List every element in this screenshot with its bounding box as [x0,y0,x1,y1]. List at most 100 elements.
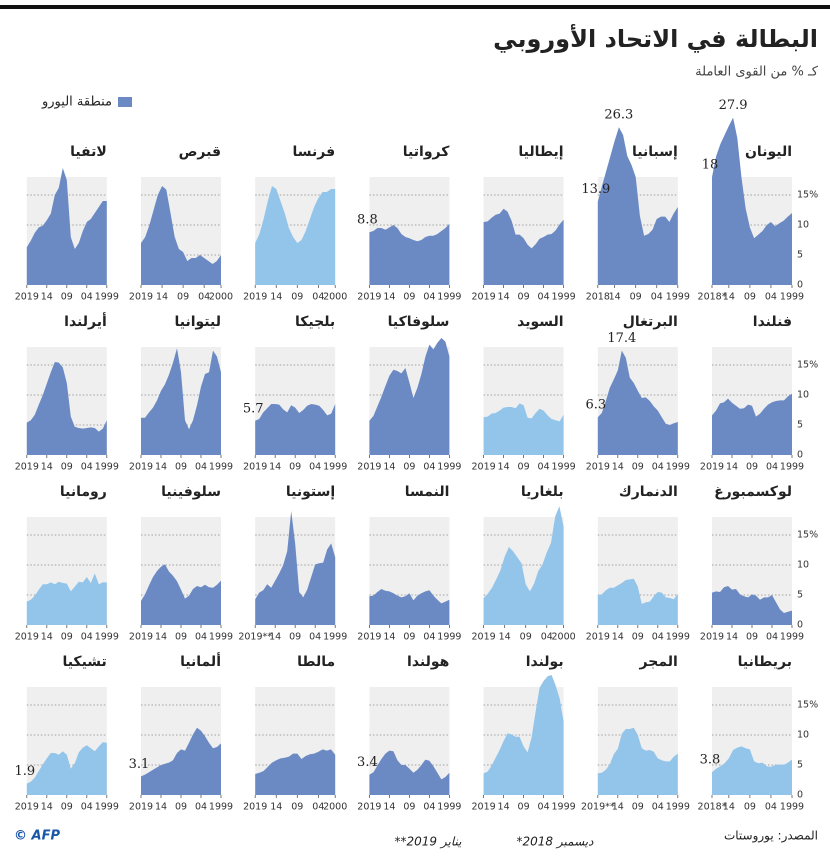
area [26,362,107,455]
panel-title: إستونيا [286,484,335,500]
panel-title: تشيكيا [62,654,106,670]
x-tick-label: 09 [403,802,415,813]
x-tick-label: 2019 [243,462,267,473]
y-tick-label: 0 [797,790,803,801]
data-label: 3.4 [357,755,378,770]
x-tick-label: 14 [498,292,510,303]
x-tick-label: 2000 [552,632,576,643]
x-tick-label: 09 [61,462,73,473]
x-tick-label: 09 [61,802,73,813]
x-tick-label: 09 [744,802,756,813]
x-tick-label: 04 [195,462,207,473]
x-tick-label: 09 [744,292,756,303]
x-tick-label: 1999 [552,802,576,813]
x-tick-label: 09 [632,462,644,473]
x-tick-label: 14 [726,632,738,643]
x-tick-label: 2000 [323,292,347,303]
panel-title: أيرلندا [64,312,107,330]
y-tick-label: 15% [797,190,818,201]
x-tick-label: 2000 [209,292,233,303]
x-tick-label: 14 [612,632,624,643]
x-tick-label: 2019 [357,802,381,813]
x-tick-label: 2019 [472,292,496,303]
x-tick-label: 14 [41,292,53,303]
x-tick-label: 1999 [209,462,233,473]
x-tick-label: 09 [746,632,758,643]
x-tick-label: 04 [538,802,550,813]
panel-title: إيطاليا [518,144,563,160]
area [141,564,221,625]
x-tick-label: 04 [652,462,664,473]
data-label: 3.8 [700,753,721,768]
x-tick-label: 04 [309,632,321,643]
y-tick-label: 5 [797,420,803,431]
x-tick-label: 09 [520,632,532,643]
data-label: 1.9 [14,764,35,779]
x-tick-label: 04 [312,802,324,813]
x-tick-label: 04 [765,292,777,303]
y-tick-label: 0 [797,450,803,461]
area [597,350,678,455]
x-tick-label: 04 [81,292,93,303]
x-tick-label: 2019 [700,462,724,473]
x-tick-label: 14 [155,802,167,813]
legend-label: منطقة اليورو [41,95,112,110]
x-tick-label: 14 [612,802,624,813]
x-tick-label: 1999 [780,292,804,303]
x-tick-label: 14 [498,462,510,473]
area [369,223,450,285]
x-tick-label: 1999 [209,802,233,813]
x-tick-label: 09 [632,802,644,813]
x-tick-label: 1999 [780,802,804,813]
data-label: 17.4 [607,331,636,346]
x-tick-label: 2019 [357,292,381,303]
area [712,117,792,285]
x-tick-label: 14 [383,462,395,473]
data-label: 27.9 [719,98,748,113]
x-tick-label: 09 [175,462,187,473]
x-tick-label: 1999 [437,462,461,473]
footnote: *ديسمبر 2018 [517,835,595,849]
panel-title: اليونان [745,144,792,160]
x-tick-label: 14 [499,632,511,643]
chart-subtitle: كـ % من القوى العاملة [695,65,819,80]
credit: © AFP [14,829,60,844]
y-tick-label: 5 [797,590,803,601]
x-tick-label: 2019 [129,802,153,813]
x-tick-label: 09 [630,292,642,303]
x-tick-label: 04 [81,462,93,473]
panel-title: بلجيكا [295,314,335,330]
x-tick-label: 1999 [552,462,576,473]
x-tick-label: 09 [291,292,303,303]
panel-title: الدنمارك [619,484,678,500]
x-tick-label: 14 [41,802,53,813]
area [483,675,564,795]
panel-title: بريطانيا [738,654,792,670]
x-tick-label: 14 [269,462,281,473]
y-tick-label: 15% [797,360,818,371]
x-tick-label: 2019 [357,462,381,473]
panel-title: لوكسمبورغ [714,484,792,500]
data-label: 8.8 [357,213,378,228]
x-tick-label: 1999 [437,802,461,813]
panel-title: مالطا [297,654,335,670]
x-tick-label: 04 [651,292,663,303]
panel-title: فرنسا [293,144,336,160]
y-tick-label: 15% [797,530,818,541]
y-tick-label: 10 [797,560,809,571]
data-label: 6.3 [585,398,606,413]
x-tick-label: 04 [195,632,207,643]
x-tick-label: 2000 [323,802,347,813]
panel-title: النمسا [405,484,450,500]
x-tick-label: 2019 [472,802,496,813]
x-tick-label: 09 [289,632,301,643]
x-tick-label: 1999 [666,292,690,303]
x-tick-label: 1999 [95,802,119,813]
x-tick-label: 09 [518,292,530,303]
x-tick-label: 09 [61,292,73,303]
panel-title: ألمانيا [180,652,221,670]
area [255,749,336,795]
area [26,573,107,625]
y-tick-label: 15% [797,700,818,711]
